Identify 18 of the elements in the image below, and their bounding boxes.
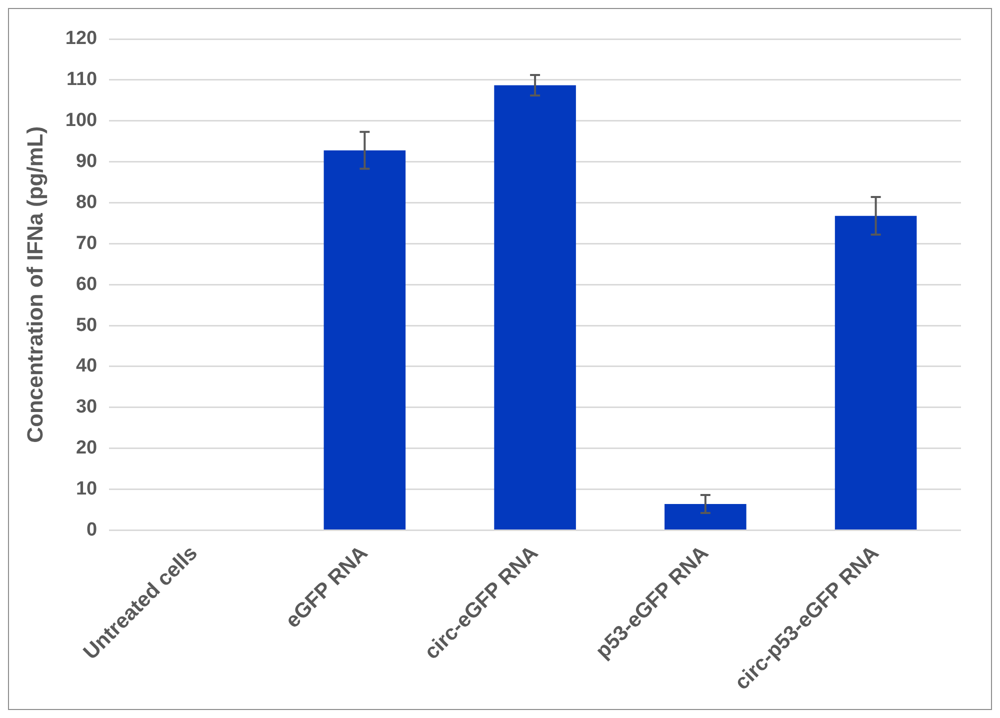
bar [664,504,746,530]
bar [494,85,576,530]
y-tick-label: 120 [65,28,98,50]
bar [324,150,406,530]
y-tick-label: 60 [76,274,98,295]
y-tick-label: 40 [76,356,98,377]
y-tick-label: 80 [76,192,98,213]
bar [834,216,917,530]
y-tick-label: 20 [76,438,98,459]
y-tick-label: 110 [66,69,98,90]
y-tick-label: 50 [76,314,98,336]
y-tick-label: 70 [76,232,98,254]
y-tick-label: 100 [65,110,98,132]
y-tick-label: 30 [76,396,98,418]
y-tick-label: 0 [86,519,98,540]
y-tick-label: 10 [76,478,98,500]
y-axis-title: Concentration of IFNa (pg/mL) [22,126,48,443]
y-tick-label: 90 [76,151,98,172]
